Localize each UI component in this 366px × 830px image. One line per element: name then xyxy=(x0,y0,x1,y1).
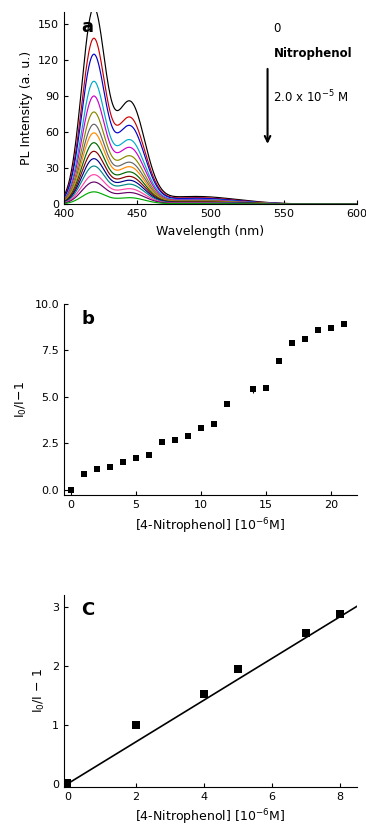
X-axis label: Wavelength (nm): Wavelength (nm) xyxy=(156,225,265,237)
X-axis label: [4-Nitrophenol] [10$^{-6}$M]: [4-Nitrophenol] [10$^{-6}$M] xyxy=(135,808,285,827)
Text: 2.0 x 10$^{-5}$ M: 2.0 x 10$^{-5}$ M xyxy=(273,89,349,105)
Y-axis label: PL Intensity (a. u.): PL Intensity (a. u.) xyxy=(19,51,33,165)
X-axis label: [4-Nitrophenol] [10$^{-6}$M]: [4-Nitrophenol] [10$^{-6}$M] xyxy=(135,516,285,535)
Text: 0: 0 xyxy=(273,22,281,35)
Text: b: b xyxy=(82,310,94,328)
Text: Nitrophenol: Nitrophenol xyxy=(273,47,352,60)
Y-axis label: I$_0$/I$-$1: I$_0$/I$-$1 xyxy=(14,381,29,418)
Text: a: a xyxy=(82,18,94,37)
Text: C: C xyxy=(82,601,95,619)
Y-axis label: I$_0$/I $-$ 1: I$_0$/I $-$ 1 xyxy=(31,669,46,714)
